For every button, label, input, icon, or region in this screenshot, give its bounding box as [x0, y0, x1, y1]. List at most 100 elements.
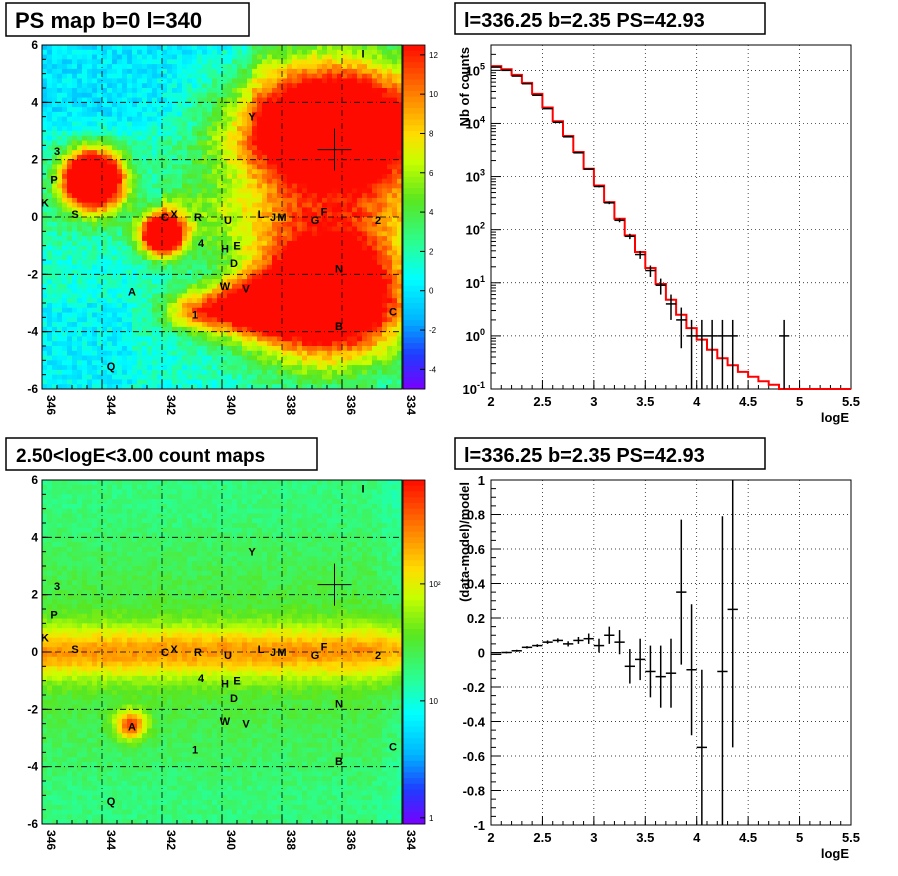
- map-pixel: [202, 303, 208, 309]
- map-pixel: [92, 231, 98, 237]
- map-pixel: [137, 279, 143, 285]
- map-pixel: [372, 197, 378, 204]
- map-pixel: [377, 298, 383, 304]
- map-pixel: [252, 341, 258, 347]
- map-pixel: [282, 140, 288, 146]
- map-pixel: [127, 245, 133, 251]
- map-pixel: [57, 135, 63, 141]
- map-pixel: [317, 83, 323, 89]
- map-pixel: [57, 374, 63, 380]
- map-pixel: [87, 188, 93, 194]
- map-pixel: [112, 293, 118, 299]
- map-pixel: [147, 298, 153, 304]
- map-pixel: [267, 121, 273, 127]
- map-pixel: [142, 78, 148, 84]
- map-pixel: [202, 283, 208, 290]
- map-pixel: [232, 250, 238, 256]
- map-pixel: [337, 140, 343, 146]
- map-pixel: [277, 365, 283, 371]
- map-pixel: [252, 231, 258, 237]
- map-pixel: [207, 341, 213, 347]
- map-pixel: [232, 379, 238, 385]
- map-pixel: [247, 207, 253, 213]
- map-pixel: [82, 64, 88, 70]
- map-pixel: [347, 83, 353, 89]
- map-pixel: [232, 140, 238, 146]
- map-pixel: [287, 322, 293, 328]
- map-pixel: [57, 97, 63, 103]
- map-pixel: [297, 78, 303, 84]
- map-pixel: [82, 68, 88, 75]
- map-pixel: [252, 379, 258, 385]
- map-pixel: [247, 83, 253, 89]
- map-pixel: [147, 202, 153, 208]
- map-pixel: [132, 317, 138, 323]
- map-pixel: [287, 317, 293, 323]
- map-pixel: [202, 260, 208, 266]
- map-pixel: [207, 154, 213, 161]
- map-pixel: [292, 145, 298, 151]
- map-pixel: [282, 131, 288, 137]
- map-pixel: [177, 336, 183, 342]
- map-pixel: [122, 197, 128, 204]
- map-pixel: [382, 226, 388, 232]
- map-pixel: [307, 279, 313, 285]
- map-pixel: [147, 350, 153, 356]
- map-pixel: [367, 360, 373, 366]
- map-pixel: [352, 92, 358, 98]
- map-pixel: [67, 159, 73, 165]
- map-pixel: [147, 346, 153, 352]
- map-pixel: [227, 140, 233, 146]
- map-pixel: [307, 298, 313, 304]
- map-pixel: [267, 355, 273, 361]
- map-pixel: [197, 231, 203, 237]
- map-pixel: [297, 83, 303, 89]
- map-pixel: [122, 145, 128, 151]
- map-pixel: [377, 97, 383, 103]
- map-pixel: [367, 274, 373, 280]
- map-pixel: [177, 145, 183, 151]
- map-pixel: [87, 346, 93, 352]
- map-pixel: [377, 307, 383, 313]
- map-pixel: [297, 145, 303, 151]
- map-pixel: [72, 317, 78, 323]
- map-pixel: [167, 288, 173, 294]
- map-pixel: [282, 54, 288, 60]
- map-pixel: [47, 384, 53, 390]
- map-pixel: [362, 322, 368, 328]
- map-pixel: [347, 307, 353, 313]
- map-pixel: [147, 102, 153, 108]
- map-pixel: [387, 59, 393, 65]
- map-pixel: [212, 341, 218, 347]
- map-pixel: [282, 150, 288, 156]
- map-pixel: [137, 217, 143, 223]
- map-pixel: [202, 145, 208, 151]
- map-pixel: [272, 384, 278, 390]
- map-pixel: [147, 135, 153, 141]
- map-pixel: [167, 54, 173, 60]
- map-pixel: [62, 322, 68, 328]
- map-pixel: [102, 303, 108, 309]
- map-pixel: [127, 307, 133, 313]
- map-pixel: [232, 293, 238, 299]
- map-pixel: [282, 178, 288, 184]
- map-pixel: [337, 245, 343, 251]
- map-pixel: [132, 111, 138, 118]
- map-pixel: [47, 298, 53, 304]
- map-pixel: [177, 121, 183, 127]
- map-pixel: [262, 78, 268, 84]
- map-pixel: [47, 178, 53, 184]
- map-pixel: [252, 250, 258, 256]
- map-pixel: [302, 83, 308, 89]
- map-pixel: [272, 68, 278, 75]
- map-pixel: [182, 131, 188, 137]
- map-pixel: [97, 350, 103, 356]
- map-pixel: [362, 336, 368, 342]
- map-pixel: [107, 150, 113, 156]
- map-pixel: [72, 379, 78, 385]
- map-pixel: [302, 374, 308, 380]
- map-pixel: [92, 107, 98, 113]
- map-pixel: [87, 288, 93, 294]
- map-pixel: [257, 169, 263, 175]
- map-pixel: [282, 331, 288, 337]
